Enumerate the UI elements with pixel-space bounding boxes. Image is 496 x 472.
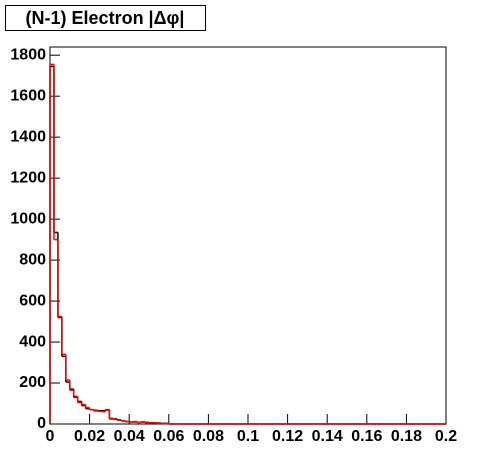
x-tick-label: 0.06 [153,428,184,445]
y-tick-label: 600 [19,292,46,309]
y-tick-label: 0 [37,415,46,432]
x-tick-label: 0.14 [312,428,343,445]
y-tick-label: 1000 [10,210,46,227]
x-tick-label: 0.2 [435,428,457,445]
x-tick-label: 0.1 [237,428,259,445]
y-tick-label: 1400 [10,128,46,145]
x-tick-label: 0.04 [114,428,145,445]
x-tick-label: 0.08 [193,428,224,445]
x-tick-label: 0.12 [272,428,303,445]
y-tick-label: 1200 [10,169,46,186]
x-tick-label: 0 [46,428,55,445]
y-tick-label: 1600 [10,87,46,104]
y-tick-label: 1800 [10,46,46,63]
y-tick-label: 400 [19,333,46,350]
title-box [5,5,206,31]
y-tick-label: 200 [19,374,46,391]
chart-title: (N-1) Electron |Δφ| [26,8,185,28]
y-tick-label: 800 [19,251,46,268]
x-tick-label: 0.18 [391,428,422,445]
x-tick-label: 0.16 [351,428,382,445]
x-tick-label: 0.02 [74,428,105,445]
